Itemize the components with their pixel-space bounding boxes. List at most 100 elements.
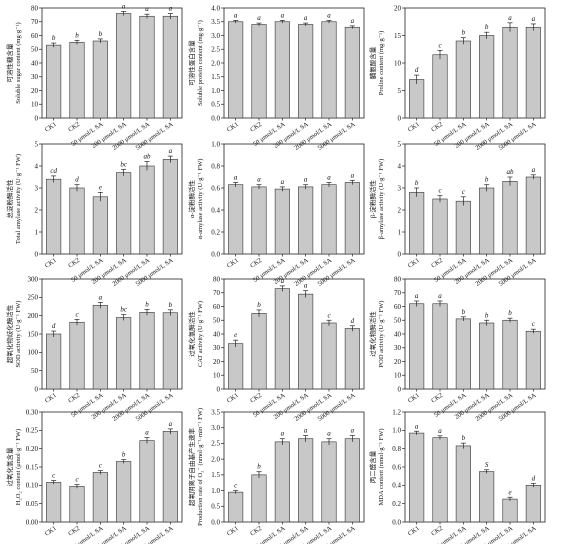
y-tick-label: 0.6 bbox=[392, 463, 401, 471]
bar bbox=[162, 15, 178, 119]
y-tick-label: 70 bbox=[213, 289, 221, 297]
y-tick-label: 0.15 bbox=[26, 463, 39, 471]
y-tick-label: 1.0 bbox=[392, 427, 401, 435]
y-tick-label: 300 bbox=[28, 275, 39, 283]
bar bbox=[344, 328, 360, 390]
bar bbox=[525, 26, 541, 119]
y-tick-label: 3.0 bbox=[211, 32, 220, 40]
y-tick-label: 0 bbox=[35, 250, 39, 258]
bar bbox=[344, 438, 360, 523]
plot-frame bbox=[404, 7, 546, 119]
y-tick-label: 0.0 bbox=[211, 518, 220, 526]
significance-letter: a bbox=[257, 14, 261, 22]
x-category-label: CK1 bbox=[407, 121, 421, 134]
y-axis-title: Soluble sugar content (mg·g⁻¹) bbox=[15, 22, 22, 103]
significance-letter: a bbox=[304, 282, 308, 290]
y-tick-label: 2.5 bbox=[211, 46, 220, 54]
y-tick-label: 1.0 bbox=[211, 140, 220, 148]
significance-letter: a bbox=[281, 430, 285, 438]
x-category-label: CK2 bbox=[430, 257, 444, 270]
x-category-label: CK1 bbox=[226, 392, 240, 405]
significance-letter: b bbox=[122, 451, 126, 459]
significance-letter: e bbox=[508, 488, 511, 496]
y-axis-title: Soluble protein content (mg·g⁻¹) bbox=[197, 20, 204, 106]
significance-letter: c bbox=[532, 320, 536, 328]
x-category-label: CK2 bbox=[430, 392, 444, 405]
bar bbox=[228, 184, 244, 255]
y-tick-label: 70 bbox=[31, 18, 39, 26]
significance-letter: a bbox=[304, 176, 308, 184]
x-category-label: CK2 bbox=[249, 392, 263, 405]
y-tick-label: 80 bbox=[213, 275, 221, 283]
y-tick-label: 60 bbox=[394, 303, 402, 311]
bar bbox=[344, 26, 360, 119]
bar bbox=[228, 491, 244, 523]
bar bbox=[116, 13, 132, 119]
y-tick-label: 0.8 bbox=[211, 162, 220, 170]
y-axis-title-cn: β-淀粉酶活性 bbox=[368, 180, 377, 218]
y-tick-label: 30 bbox=[213, 344, 221, 352]
y-tick-label: 0 bbox=[35, 114, 39, 122]
y-tick-label: 0.5 bbox=[211, 503, 220, 511]
bar bbox=[298, 24, 314, 119]
bar bbox=[479, 471, 495, 523]
bar bbox=[228, 343, 244, 390]
bar bbox=[502, 319, 518, 390]
significance-letter: a bbox=[281, 11, 285, 19]
y-tick-label: 0.4 bbox=[211, 206, 220, 214]
bar bbox=[46, 482, 62, 523]
significance-letter: a bbox=[508, 14, 512, 22]
y-tick-label: 0.10 bbox=[26, 482, 39, 490]
y-tick-label: 3.5 bbox=[211, 408, 220, 416]
y-tick-label: 3 bbox=[398, 184, 402, 192]
y-tick-label: 1.2 bbox=[392, 408, 401, 416]
significance-letter: a bbox=[327, 430, 331, 438]
bar bbox=[69, 486, 85, 523]
y-tick-label: 1.0 bbox=[211, 487, 220, 495]
y-tick-label: 70 bbox=[394, 289, 402, 297]
bar bbox=[409, 432, 425, 523]
significance-letter: b bbox=[485, 311, 489, 319]
y-tick-label: 0.5 bbox=[211, 101, 220, 109]
plot-frame bbox=[41, 278, 183, 390]
y-axis-title-cn: 超氧阴离子自由基产生速率 bbox=[187, 428, 196, 507]
panel-7: 0 50 100 150 200 250 300 超氧化物歧化酶活性 SOD activity … bbox=[5, 275, 183, 423]
panel-2: 0.0 0.5 1.0 1.5 2.0 2.5 3.0 3.5 4.0 可溶性蛋白含量 Solubl… bbox=[187, 4, 365, 152]
bar bbox=[139, 312, 155, 390]
y-tick-label: 10 bbox=[394, 59, 402, 67]
bar bbox=[455, 318, 471, 390]
bar bbox=[139, 15, 155, 119]
bar bbox=[274, 441, 290, 523]
significance-letter: a bbox=[351, 427, 355, 435]
x-category-label: CK2 bbox=[67, 525, 81, 538]
y-tick-label: 10 bbox=[31, 101, 39, 109]
y-axis-title: Production rate of O₂⁻ (nmol·g⁻¹·min⁻¹ F… bbox=[197, 408, 204, 526]
significance-letter: cd bbox=[50, 167, 57, 175]
bar bbox=[228, 21, 244, 119]
bar bbox=[479, 35, 495, 119]
significance-letter: b bbox=[462, 434, 466, 442]
bar bbox=[46, 178, 62, 255]
y-tick-label: 40 bbox=[31, 59, 39, 67]
panel-9: 0 10 20 30 40 50 60 70 80 过氧化物酶活性 POD activity (U·… bbox=[368, 275, 546, 423]
y-tick-label: 40 bbox=[394, 330, 402, 338]
significance-letter: a bbox=[234, 11, 238, 19]
bar bbox=[251, 474, 267, 523]
bar bbox=[92, 305, 108, 390]
y-axis-title: β-amylase activity (U·g⁻¹ FW) bbox=[378, 159, 385, 240]
significance-letter: a bbox=[169, 147, 173, 155]
x-category-label: CK1 bbox=[44, 257, 58, 270]
y-tick-label: 1.0 bbox=[211, 87, 220, 95]
bar bbox=[92, 196, 108, 255]
y-tick-label: 4.0 bbox=[211, 4, 220, 12]
significance-letter: e bbox=[99, 183, 102, 191]
y-tick-label: 0.6 bbox=[211, 184, 220, 192]
bar bbox=[525, 485, 541, 523]
bar bbox=[321, 184, 337, 255]
significance-letter: S bbox=[485, 461, 489, 469]
plot-frame bbox=[223, 278, 365, 390]
bar bbox=[502, 181, 518, 255]
x-category-label: CK1 bbox=[226, 525, 240, 538]
y-tick-label: 60 bbox=[213, 303, 221, 311]
significance-letter: bc bbox=[120, 160, 128, 168]
